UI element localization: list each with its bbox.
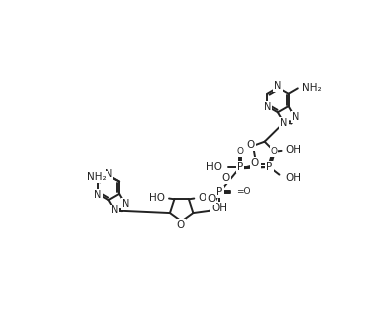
Text: HO: HO: [149, 193, 165, 203]
Text: P: P: [266, 162, 272, 172]
Text: OH: OH: [211, 203, 227, 213]
Text: N: N: [292, 111, 299, 121]
Text: O: O: [237, 147, 244, 156]
Text: P: P: [216, 187, 223, 197]
Text: HO: HO: [206, 162, 222, 172]
Text: N: N: [94, 190, 101, 200]
Text: =O: =O: [236, 187, 251, 196]
Text: P: P: [237, 162, 243, 172]
Text: N: N: [122, 199, 130, 209]
Text: O: O: [251, 158, 259, 168]
Text: N: N: [274, 81, 282, 91]
Text: N: N: [111, 206, 118, 215]
Text: O: O: [271, 147, 277, 156]
Text: OH: OH: [198, 193, 214, 203]
Text: N: N: [280, 118, 288, 128]
Text: OH: OH: [286, 173, 302, 183]
Text: N: N: [264, 102, 271, 112]
Text: O: O: [252, 159, 260, 169]
Text: NH₂: NH₂: [302, 83, 322, 93]
Text: OH: OH: [285, 145, 301, 155]
Text: O: O: [247, 140, 255, 150]
Text: O: O: [207, 194, 215, 204]
Text: O: O: [177, 220, 185, 230]
Text: O: O: [222, 173, 230, 183]
Text: NH₂: NH₂: [87, 172, 107, 182]
Text: N: N: [105, 169, 112, 179]
